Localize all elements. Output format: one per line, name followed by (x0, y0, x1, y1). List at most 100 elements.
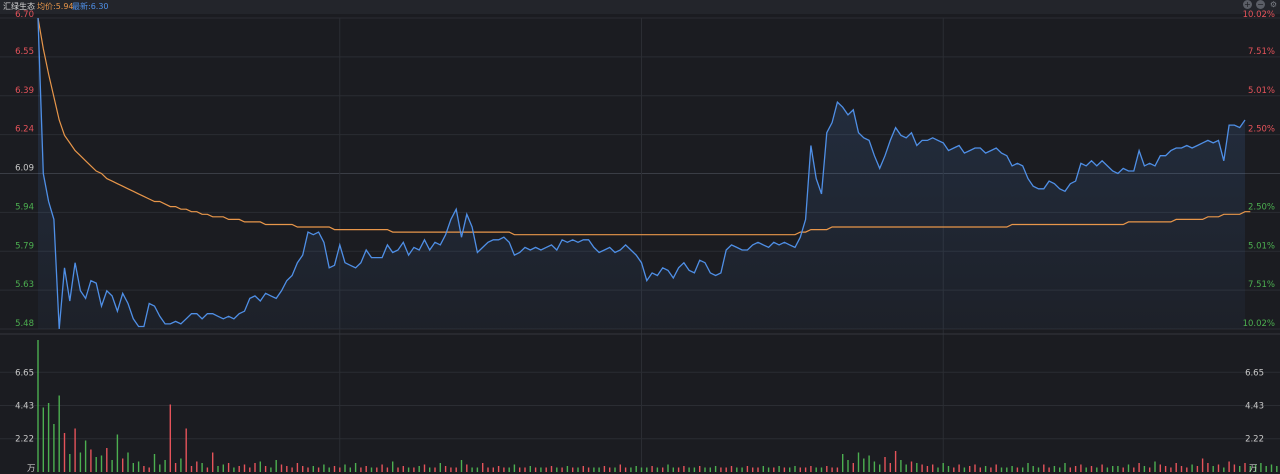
volume-bar (413, 467, 415, 472)
volume-bar (767, 467, 770, 472)
volume-bar (69, 454, 71, 472)
volume-bar (815, 467, 817, 472)
volume-bar (95, 457, 97, 472)
volume-bar (476, 467, 479, 472)
zoom-out-icon[interactable]: − (1256, 0, 1265, 9)
volume-tick-label-right: 2.22 (1245, 435, 1264, 445)
volume-bar (423, 464, 426, 472)
volume-bar (492, 467, 494, 472)
volume-bar (122, 458, 124, 472)
volume-bar (932, 464, 934, 472)
axis-labels: 6.70 10.02% 6.55 7.51% 6.39 5.01% 6.24 2.50% 6.0… (15, 10, 1275, 474)
zoom-in-icon[interactable]: + (1243, 0, 1252, 9)
volume-bar (153, 454, 156, 472)
volume-bar (1149, 467, 1151, 472)
volume-bar (1096, 467, 1098, 472)
volume-bar (47, 403, 50, 472)
volume-bar (1080, 464, 1082, 472)
volume-bar (1260, 463, 1262, 472)
chart-header: 汇绿生态 均价:5.94 最新:6.30 + − ⚙ (0, 0, 1280, 14)
volume-bar (587, 467, 590, 472)
price-tick-label: 5.63 (15, 280, 34, 290)
volume-bar (370, 467, 373, 472)
volume-bar (1101, 464, 1103, 472)
volume-bar (444, 466, 447, 472)
volume-bar (1186, 467, 1188, 472)
volume-bar (169, 404, 171, 472)
volume-bar (677, 467, 680, 472)
price-tick-label: 5.94 (15, 202, 34, 212)
volume-bar (1043, 464, 1045, 472)
volume-bar (630, 467, 632, 472)
pct-tick-label: 7.51% (1248, 47, 1275, 57)
volume-bar (487, 467, 489, 472)
volume-bar (582, 466, 584, 472)
volume-bar (561, 467, 563, 472)
volume-bar (1207, 463, 1209, 472)
pct-tick-label: 5.01% (1248, 86, 1275, 96)
volume-bar (270, 467, 272, 472)
volume-bar (683, 466, 685, 472)
volume-bar (550, 466, 553, 472)
volume-bar (534, 467, 537, 472)
volume-bar (471, 467, 473, 472)
volume-bar (264, 466, 267, 472)
volume-bar (439, 463, 441, 472)
volume-bar (407, 467, 410, 472)
volume-bar (709, 467, 711, 472)
volume-bar (1106, 467, 1109, 472)
volume-bar (397, 467, 399, 472)
volume-bar (894, 451, 897, 472)
volume-bar (921, 464, 923, 472)
volume-bar (847, 460, 849, 472)
gear-icon[interactable]: ⚙ (1269, 0, 1278, 9)
volume-bar (1276, 466, 1278, 472)
volume-bar (63, 433, 66, 472)
volume-bar (1059, 467, 1061, 472)
volume-bar (1223, 467, 1225, 472)
volume-bar (206, 467, 209, 472)
volume-bar (529, 466, 531, 472)
volume-bar (1175, 463, 1177, 472)
volume-bar (450, 467, 452, 472)
volume-bar (963, 467, 966, 472)
volume-bar (852, 463, 854, 472)
volume-bar (857, 452, 860, 472)
price-tick-label: 6.55 (15, 47, 34, 57)
volume-bar (545, 467, 547, 472)
volume-bar (693, 467, 696, 472)
volume-bar (402, 466, 404, 472)
volume-bar (323, 464, 325, 472)
volume-bar (307, 467, 309, 472)
volume-bar (1270, 464, 1273, 472)
volume-bar (974, 464, 976, 472)
volume-bar (1180, 466, 1183, 472)
volume-bar (699, 466, 701, 472)
average-price-line (37, 17, 1251, 236)
volume-bar (672, 467, 674, 472)
volume-bar (1074, 466, 1077, 472)
volume-bar (1143, 466, 1146, 472)
volume-bar (746, 466, 749, 472)
avg-price-legend: 均价:5.94 (37, 2, 74, 11)
volume-bar (1228, 461, 1230, 472)
price-tick-label: 6.09 (15, 164, 34, 174)
price-tick-label: 6.39 (15, 86, 34, 96)
volume-bar (1133, 467, 1135, 472)
volume-bar (159, 464, 161, 472)
volume-bar (1239, 466, 1241, 472)
volume-tick-label: 6.65 (15, 368, 34, 378)
volume-bar (598, 467, 600, 472)
volume-bar (1249, 466, 1251, 472)
volume-bar (863, 458, 865, 472)
volume-bar (979, 467, 981, 472)
volume-bar (905, 464, 907, 472)
volume-bar (317, 467, 320, 472)
volume-bar (842, 454, 844, 472)
volume-bar (460, 460, 463, 472)
volume-bar (386, 467, 389, 472)
volume-bar (1244, 463, 1246, 472)
volume-bar (275, 460, 277, 472)
volume-bar (1159, 464, 1161, 472)
volume-bar (540, 467, 542, 472)
